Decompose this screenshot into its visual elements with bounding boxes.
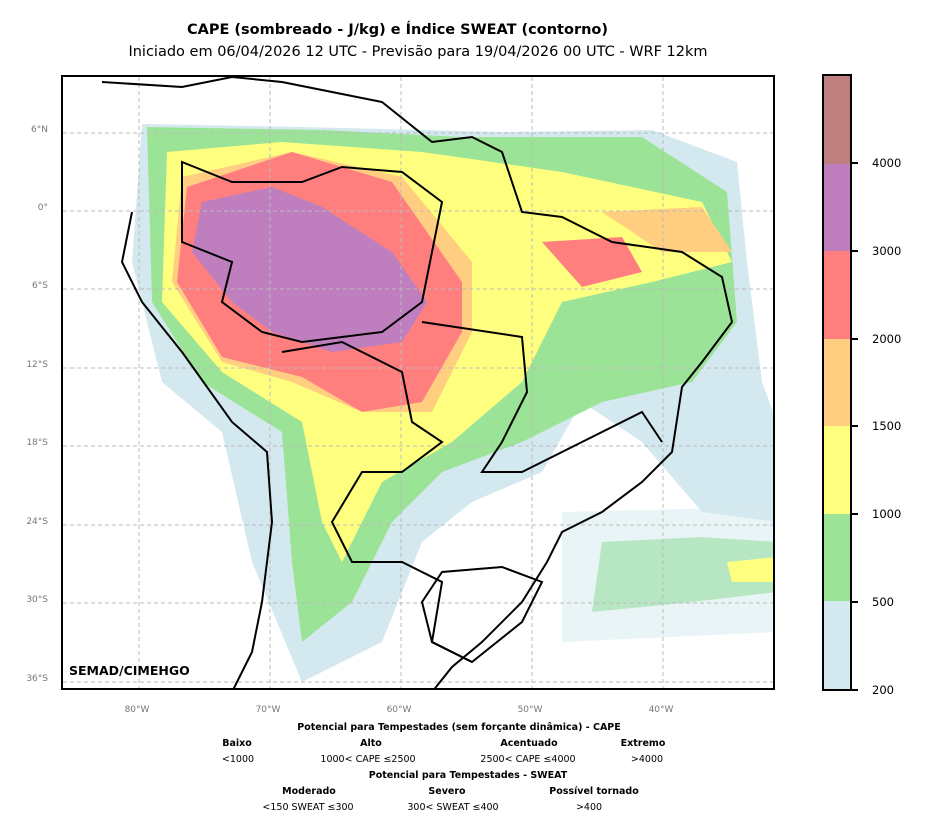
- lat-label: 18°S: [26, 438, 48, 448]
- lat-label: 36°S: [26, 674, 48, 684]
- cape-class-name: Baixo: [222, 738, 252, 749]
- cape-class-name: Extremo: [620, 738, 666, 749]
- sweat-class-name: Moderado: [282, 786, 336, 797]
- cape-class-range: 1000< CAPE ≤2500: [320, 754, 416, 765]
- colorbar-segment: [824, 163, 850, 252]
- colorbar-tick: [852, 249, 858, 252]
- colorbar-tick-label: 3000: [872, 243, 902, 258]
- colorbar-tick: [852, 601, 858, 604]
- lon-label: 50°W: [517, 705, 543, 715]
- cape-class-name: Alto: [360, 738, 382, 749]
- cape-area-1500-2000: [602, 207, 732, 252]
- border-line: [120, 211, 274, 688]
- colorbar-tick: [852, 161, 858, 164]
- lat-label: 30°S: [26, 595, 48, 605]
- colorbar-tick-label: 1000: [872, 507, 902, 522]
- colorbar-tick: [852, 425, 858, 428]
- figure-title: CAPE (sombreado - J/kg) e Índice SWEAT (…: [186, 22, 609, 38]
- figure-subtitle: Iniciado em 06/04/2026 12 UTC - Previsão…: [128, 44, 708, 60]
- cape-class-range: 2500< CAPE ≤4000: [480, 754, 576, 765]
- lon-label: 80°W: [124, 705, 150, 715]
- border-line: [421, 321, 663, 473]
- border-line: [281, 340, 473, 663]
- colorbar-tick: [852, 337, 858, 340]
- colorbar-tick-label: 4000: [872, 155, 902, 170]
- cape-class-name: Acentuado: [500, 738, 558, 749]
- country-borders: [101, 77, 734, 688]
- colorbar-tick-label: 200: [872, 683, 894, 697]
- lat-label: 0°: [37, 203, 48, 213]
- lon-label: 70°W: [255, 705, 281, 715]
- colorbar-segment: [824, 601, 850, 689]
- colorbar-tick-label: 2000: [872, 331, 902, 346]
- credit-label: SEMAD/CIMEHGO: [69, 663, 190, 678]
- colorbar-segment: [824, 251, 850, 339]
- cape-class-range: <1000: [221, 754, 255, 765]
- cape-area-1000-1500: [727, 557, 773, 582]
- lon-label: 40°W: [648, 705, 674, 715]
- cape-legend-title: Potencial para Tempestades (sem forçante…: [297, 722, 621, 733]
- colorbar-segment: [824, 75, 850, 164]
- lat-label: 6°S: [32, 281, 48, 291]
- sweat-legend-title: Potencial para Tempestades - SWEAT: [368, 770, 568, 781]
- sweat-class-name: Severo: [428, 786, 466, 797]
- sweat-class-range: >400: [575, 802, 603, 813]
- lon-label: 60°W: [386, 705, 412, 715]
- sweat-class-range: <150 SWEAT ≤300: [262, 802, 354, 813]
- lat-label: 12°S: [26, 360, 48, 370]
- cape-shading: [132, 124, 773, 682]
- colorbar-tick: [852, 689, 858, 691]
- colorbar-tick-label: 500: [872, 595, 894, 610]
- border-line: [101, 77, 734, 688]
- colorbar-segment: [824, 426, 850, 514]
- border-line: [420, 565, 544, 664]
- colorbar-segment: [824, 338, 850, 427]
- colorbar: [822, 74, 852, 691]
- sweat-class-name: Possível tornado: [549, 786, 639, 797]
- cape-map: [63, 77, 773, 688]
- cape-area-3000-4000: [192, 187, 427, 352]
- cape-area-2000-3000: [542, 237, 642, 287]
- cape-class-range: >4000: [630, 754, 664, 765]
- cape-area-200-500: [562, 507, 773, 642]
- border-line: [181, 160, 444, 344]
- lat-label: 24°S: [26, 517, 48, 527]
- colorbar-tick-label: 1500: [872, 419, 902, 434]
- colorbar-segment: [824, 513, 850, 602]
- map-panel: SEMAD/CIMEHGO: [61, 75, 775, 690]
- lat-label: 6°N: [31, 125, 48, 135]
- colorbar-tick: [852, 513, 858, 516]
- sweat-class-range: 300< SWEAT ≤400: [407, 802, 499, 813]
